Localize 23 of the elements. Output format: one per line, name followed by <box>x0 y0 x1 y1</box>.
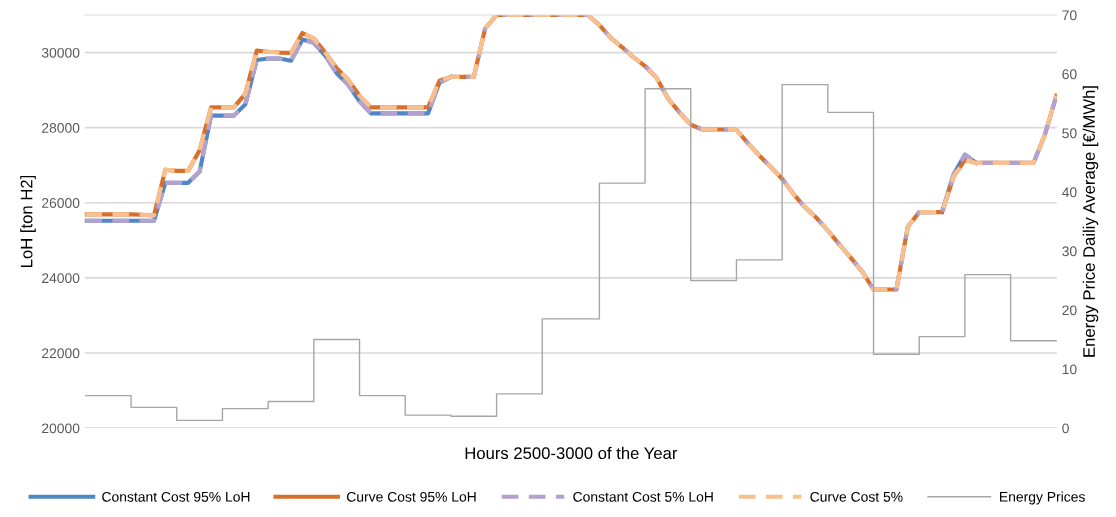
legend-label: Constant Cost 95% LoH <box>102 491 250 502</box>
y2-tick-label: 60 <box>1062 69 1077 80</box>
y-tick-label: 30000 <box>41 47 80 58</box>
y2-tick-label: 40 <box>1062 187 1077 198</box>
line-series <box>84 14 1057 292</box>
y2-tick-label: 30 <box>1062 246 1077 257</box>
y-tick-label: 24000 <box>42 273 80 284</box>
y-axis-title: LoH [ton H2] <box>20 175 36 267</box>
y-tick-label: 22000 <box>42 348 80 359</box>
x-axis-title: Hours 2500-3000 of the Year <box>465 446 678 460</box>
legend-label: Energy Prices <box>1000 491 1085 505</box>
legend-label: Constant Cost 5% LoH <box>573 491 713 502</box>
y2-tick-label: 70 <box>1062 10 1077 21</box>
y-tick-label: 28000 <box>42 122 80 133</box>
legend-label: Curve Cost 5% <box>810 491 903 502</box>
legend-label: Curve Cost 95% LoH <box>347 491 476 502</box>
y2-axis-title: Energy Price Dailiy Average [€/MWh] <box>1082 86 1099 357</box>
y2-tick-label: 20 <box>1062 305 1077 316</box>
y2-tick-label: 50 <box>1062 128 1077 139</box>
y2-tick-label: 0 <box>1062 423 1069 434</box>
y2-tick-label: 10 <box>1062 364 1077 375</box>
y-tick-label: 20000 <box>42 423 80 434</box>
y-tick-label: 26000 <box>42 198 80 208</box>
